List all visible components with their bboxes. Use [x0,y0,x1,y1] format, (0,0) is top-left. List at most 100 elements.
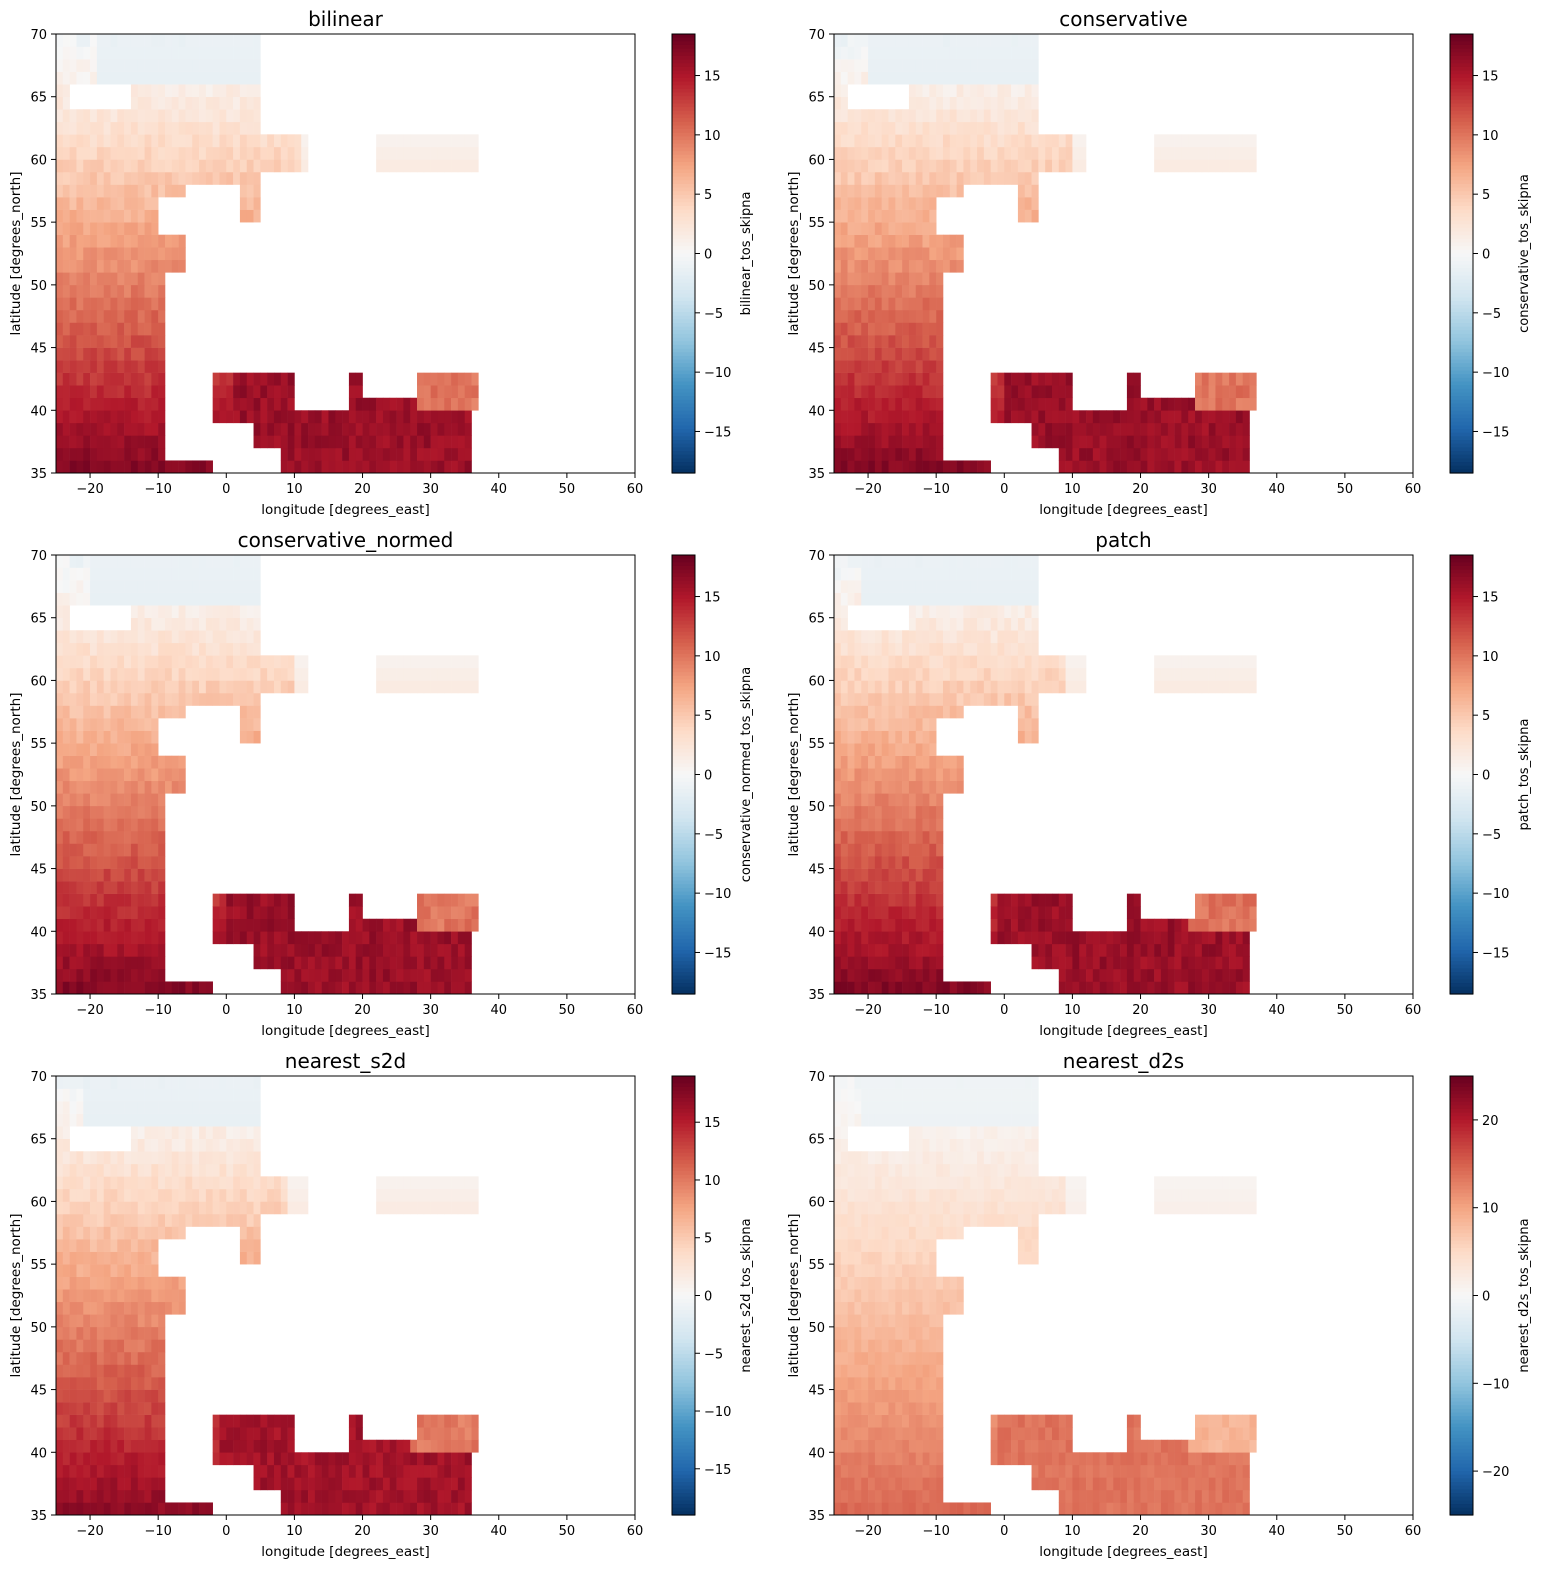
colorbar-segment [1450,753,1473,757]
heatmap-cell [397,398,404,411]
heatmap-cell [206,47,213,60]
heatmap-cell [104,1490,111,1503]
colorbar-segment [672,833,695,837]
heatmap-cell [397,919,404,932]
heatmap-cell [875,373,882,386]
heatmap-cell [424,159,431,172]
y-tick-label: 50 [30,800,47,815]
heatmap-cell [1236,944,1243,957]
heatmap-cell [158,285,165,298]
heatmap-cell [834,222,841,235]
heatmap-cell [110,843,117,856]
heatmap-cell [213,630,220,643]
colorbar-segment [1450,319,1473,323]
heatmap-cell [848,297,855,310]
heatmap-cell [308,956,315,969]
heatmap-cell [158,34,165,47]
heatmap-cell [1032,693,1039,706]
colorbar-segment [1450,407,1473,411]
heatmap-cell [206,643,213,656]
heatmap-cell [997,134,1004,147]
heatmap-cell [70,1502,77,1515]
heatmap-cell [124,435,131,448]
heatmap-cell [97,147,104,160]
heatmap-cell [854,831,861,844]
heatmap-cell [1032,72,1039,85]
heatmap-cell [390,448,397,461]
heatmap-cell [151,134,158,147]
heatmap-cell [274,134,281,147]
colorbar-segment [672,957,695,961]
heatmap-cell [110,643,117,656]
colorbar-tick-label: 0 [704,248,712,263]
heatmap-cell [1181,668,1188,681]
heatmap-cell [1025,172,1032,185]
heatmap-cell [1175,398,1182,411]
heatmap-cell [1202,147,1209,160]
heatmap-cell [131,310,138,323]
colorbar-segment [1450,268,1473,272]
colorbar-segment [672,458,695,462]
heatmap-cell [923,768,930,781]
heatmap-cell [868,398,875,411]
colorbar-segment [1450,899,1473,903]
heatmap-cell [226,568,233,581]
heatmap-cell [328,981,335,994]
heatmap-cell [158,568,165,581]
heatmap-cell [83,285,90,298]
heatmap-cell [145,47,152,60]
heatmap-cell [90,222,97,235]
colorbar-segment [672,720,695,724]
heatmap-cell [875,806,882,819]
colorbar-segment [1450,800,1473,804]
heatmap-cell [165,235,172,248]
heatmap-cell [923,34,930,47]
heatmap-cell [888,806,895,819]
heatmap-cell [943,593,950,606]
heatmap-cell [1072,134,1079,147]
heatmap-cell [138,931,145,944]
heatmap-cell [970,72,977,85]
heatmap-cell [861,210,868,223]
heatmap-cell [861,643,868,656]
heatmap-cell [240,618,247,631]
heatmap-cell [916,869,923,882]
colorbar-label: patch_tos_skipna [1517,719,1532,831]
heatmap-cell [848,643,855,656]
heatmap-cell [1195,134,1202,147]
heatmap-cell [909,285,916,298]
heatmap-cell [83,197,90,210]
heatmap-cell [854,185,861,198]
heatmap-cell [1188,956,1195,969]
heatmap-cell [1195,385,1202,398]
heatmap-cell [410,398,417,411]
heatmap-cell [868,956,875,969]
heatmap-cell [997,919,1004,932]
y-tick-label: 55 [30,216,47,231]
heatmap-cell [83,743,90,756]
heatmap-cell [1025,122,1032,135]
heatmap-cell [950,97,957,110]
heatmap-cell [977,643,984,656]
heatmap-cell [929,655,936,668]
heatmap-cell [172,34,179,47]
heatmap-cell [70,956,77,969]
x-tick-label: 60 [627,482,644,497]
heatmap-cell [943,97,950,110]
heatmap-cell [192,134,199,147]
colorbar-segment [1450,180,1473,184]
heatmap-cell [848,931,855,944]
colorbar-segment [1450,643,1473,647]
heatmap-cell [145,693,152,706]
heatmap-cell [83,435,90,448]
heatmap-cell [902,793,909,806]
heatmap-cell [861,172,868,185]
heatmap-cell [1141,944,1148,957]
heatmap-cell [1066,423,1073,436]
heatmap-cell [929,630,936,643]
heatmap-cell [63,668,70,681]
heatmap-cell [199,147,206,160]
heatmap-cell [117,956,124,969]
heatmap-cell [923,643,930,656]
heatmap-cell [219,398,226,411]
